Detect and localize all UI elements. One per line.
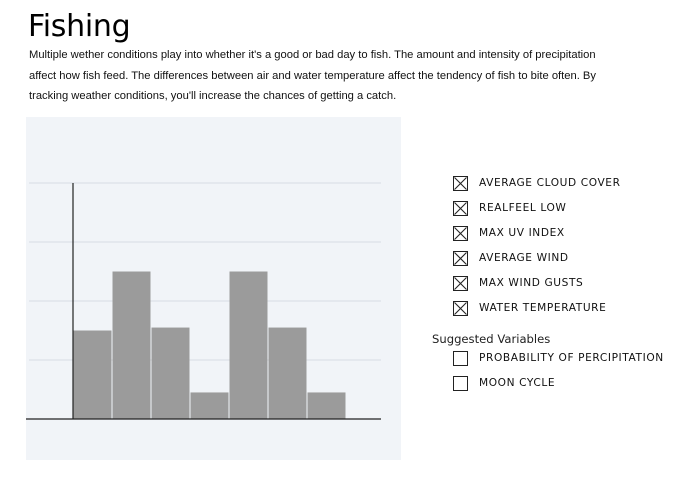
legend-item-label: PROBABILITY OF PERCIPITATION — [479, 352, 664, 364]
legend-item-label: REALFEEL LOW — [479, 202, 567, 214]
legend-item-label: MOON CYCLE — [479, 377, 556, 389]
bar — [268, 327, 307, 419]
legend-item-moon-cycle[interactable]: MOON CYCLE — [453, 373, 555, 393]
bar — [229, 271, 268, 419]
legend-item-label: MAX WIND GUSTS — [479, 277, 584, 289]
legend-item-average-cloud-cover[interactable]: AVERAGE CLOUD COVER — [453, 173, 621, 193]
checkmark-x-icon — [454, 251, 467, 265]
legend-item-probability-of-percipitation[interactable]: PROBABILITY OF PERCIPITATION — [453, 348, 664, 368]
checkmark-x-icon — [454, 226, 467, 240]
checkbox-checked-icon[interactable] — [453, 200, 468, 216]
checkbox-checked-icon[interactable] — [453, 275, 468, 291]
bar — [307, 392, 346, 419]
checkbox-unchecked-icon[interactable] — [453, 375, 468, 391]
legend-item-label: AVERAGE CLOUD COVER — [479, 177, 621, 189]
bar — [190, 392, 229, 419]
bar-chart — [26, 117, 401, 460]
legend-item-average-wind[interactable]: AVERAGE WIND — [453, 248, 569, 268]
legend-item-label: MAX UV INDEX — [479, 227, 565, 239]
legend-item-water-temperature[interactable]: WATER TEMPERATURE — [453, 298, 606, 318]
suggested-variables-heading: Suggested Variables — [432, 332, 551, 346]
page-title: Fishing — [28, 9, 131, 44]
legend-item-max-uv-index[interactable]: MAX UV INDEX — [453, 223, 565, 243]
checkbox-checked-icon[interactable] — [453, 225, 468, 241]
checkmark-x-icon — [454, 176, 467, 190]
legend-item-label: WATER TEMPERATURE — [479, 302, 607, 314]
checkmark-x-icon — [454, 201, 467, 215]
bar — [73, 330, 112, 419]
legend-item-label: AVERAGE WIND — [479, 252, 569, 264]
checkmark-x-icon — [454, 301, 467, 315]
bar — [112, 271, 151, 419]
page-description: Multiple wether conditions play into whe… — [29, 49, 596, 102]
bar-chart-svg — [26, 182, 381, 420]
legend-item-max-wind-gusts[interactable]: MAX WIND GUSTS — [453, 273, 583, 293]
checkmark-x-icon — [454, 276, 467, 290]
checkbox-checked-icon[interactable] — [453, 175, 468, 191]
legend-item-realfeel-low[interactable]: REALFEEL LOW — [453, 198, 567, 218]
bar — [151, 327, 190, 419]
checkbox-checked-icon[interactable] — [453, 250, 468, 266]
checkbox-unchecked-icon[interactable] — [453, 350, 468, 366]
checkbox-checked-icon[interactable] — [453, 300, 468, 316]
